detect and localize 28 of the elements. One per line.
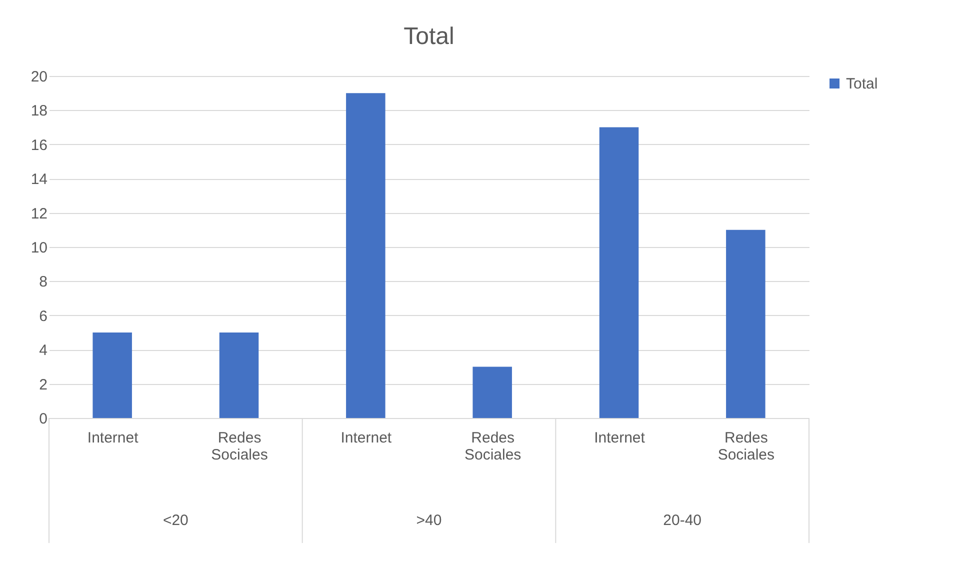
y-tick-label: 0 <box>39 410 48 428</box>
chart-title: Total <box>404 23 454 50</box>
x-tick-label: Redes Sociales <box>464 430 522 464</box>
y-tick-label: 10 <box>30 240 48 256</box>
y-tick-label: 6 <box>39 308 48 325</box>
y-tick-label: 8 <box>39 274 48 291</box>
y-tick-label: 18 <box>30 102 48 120</box>
x-tick-label: Redes Sociales <box>211 430 268 464</box>
text: >40 <box>416 512 442 529</box>
bar <box>346 93 386 418</box>
bar <box>472 366 512 418</box>
bar <box>92 332 132 418</box>
bar <box>726 230 766 418</box>
text: 20-40 <box>663 512 702 529</box>
y-tick-label: 16 <box>30 136 48 154</box>
y-tick-label: 12 <box>30 205 48 222</box>
legend-label: Total <box>846 76 878 92</box>
y-tick-label: 4 <box>39 342 48 360</box>
x-tick-label: Redes Sociales <box>718 430 775 464</box>
y-tick-label: 2 <box>39 376 48 394</box>
y-tick-label: 20 <box>30 68 48 86</box>
y-tick-label: 14 <box>30 171 48 188</box>
text: <20 <box>162 512 188 529</box>
x-tick-label: Internet <box>594 430 646 446</box>
x-tick-label: Internet <box>340 430 392 446</box>
x-tick-label: Internet <box>87 430 140 446</box>
bar <box>219 332 259 418</box>
bar <box>599 127 639 418</box>
